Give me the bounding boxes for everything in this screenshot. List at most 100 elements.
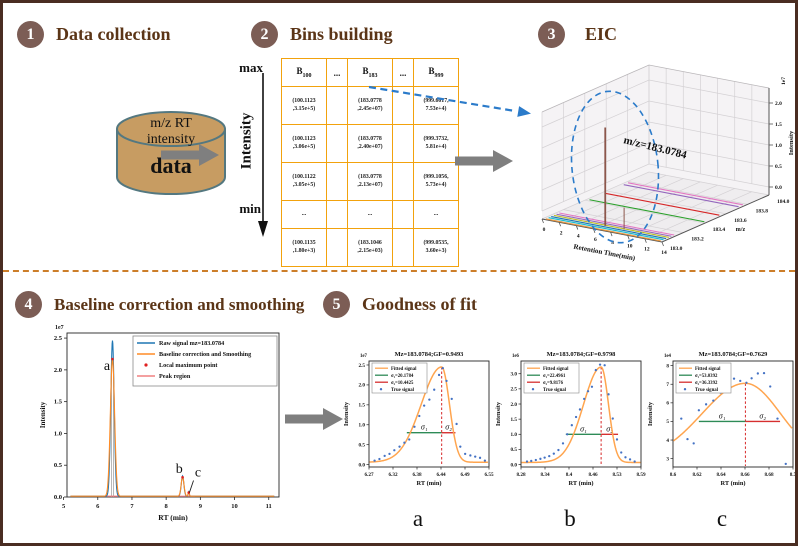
fit-plot-c: Mz=183.0784;GF=0.7629 1e4 8.6 8.62 8.64 8.66 8… <box>647 351 797 487</box>
svg-text:True signal: True signal <box>391 388 415 393</box>
flow-arrow-1 <box>161 144 219 166</box>
svg-text:184.0: 184.0 <box>777 199 790 205</box>
svg-text:183.0: 183.0 <box>670 246 683 252</box>
svg-text:σ₁=53.0392: σ₁=53.0392 <box>695 374 718 379</box>
svg-text:1e7: 1e7 <box>781 77 787 85</box>
cylinder-line2: intensity <box>147 132 195 147</box>
svg-text:c: c <box>195 466 201 481</box>
svg-text:6.32: 6.32 <box>388 472 397 478</box>
svg-text:1.5: 1.5 <box>54 399 63 406</box>
svg-text:True signal: True signal <box>543 388 567 393</box>
svg-text:1.5: 1.5 <box>511 417 518 423</box>
svg-text:1e7: 1e7 <box>55 325 64 331</box>
svg-text:5: 5 <box>666 419 669 425</box>
svg-text:6.49: 6.49 <box>460 472 469 478</box>
svg-text:8.66: 8.66 <box>740 472 749 478</box>
svg-text:2.5: 2.5 <box>511 387 518 393</box>
svg-text:8.4: 8.4 <box>566 472 573 478</box>
svg-text:9: 9 <box>199 503 203 510</box>
fit-b-letter: b <box>564 506 576 531</box>
bin-to-eic-dashed-arrow <box>368 85 531 117</box>
svg-text:8.68: 8.68 <box>764 472 773 478</box>
step-5-number-badge: 5 <box>323 291 350 318</box>
svg-text:1.0: 1.0 <box>54 430 62 437</box>
step-2-title: Bins building <box>290 24 393 44</box>
svg-text:3.0: 3.0 <box>511 372 518 378</box>
fit-subplot-c: Mz=183.0784;GF=0.7629 1e4 8.6 8.62 8.64 8.66 8… <box>645 347 797 532</box>
step-4-title: Baseline correction and smoothing <box>54 294 305 314</box>
step-2-number-badge: 2 <box>251 21 278 48</box>
fit-subplot-b: Mz=183.0784;GF=0.9798 1e6 8.28 8.34 8.4 8.46 8… <box>493 347 647 532</box>
svg-text:Mz=183.0784;GF=0.7629: Mz=183.0784;GF=0.7629 <box>699 351 768 358</box>
svg-text:3: 3 <box>666 456 669 462</box>
svg-text:8.6: 8.6 <box>670 472 677 478</box>
svg-text:True signal: True signal <box>695 388 719 393</box>
step-5-title: Goodness of fit <box>362 294 478 314</box>
svg-text:σ₁=20.1784: σ₁=20.1784 <box>391 374 414 379</box>
svg-text:5: 5 <box>62 503 66 510</box>
flow-arrow-3 <box>285 408 343 430</box>
svg-text:0.5: 0.5 <box>511 447 518 453</box>
svg-text:8.59: 8.59 <box>636 472 645 478</box>
svg-text:8.53: 8.53 <box>612 472 621 478</box>
svg-text:183.8: 183.8 <box>756 208 769 214</box>
fit-a-letter: a <box>412 506 424 531</box>
svg-text:8.34: 8.34 <box>540 472 549 478</box>
svg-text:8: 8 <box>666 363 669 369</box>
svg-text:2: 2 <box>560 230 563 236</box>
bins-max-label: max <box>239 60 263 75</box>
svg-text:Fitted signal: Fitted signal <box>391 367 417 372</box>
cylinder-line1: m/z RT <box>150 116 192 131</box>
svg-text:σ₁: σ₁ <box>580 424 587 433</box>
svg-text:0.0: 0.0 <box>511 462 518 468</box>
svg-text:1.5: 1.5 <box>359 403 366 409</box>
svg-text:12: 12 <box>644 247 650 253</box>
svg-text:Fitted signal: Fitted signal <box>695 367 721 372</box>
step-1-title: Data collection <box>56 24 171 44</box>
svg-text:0: 0 <box>543 227 546 233</box>
svg-text:0.5: 0.5 <box>359 442 366 448</box>
svg-text:8: 8 <box>611 240 614 246</box>
svg-text:Baseline correction and Smooth: Baseline correction and Smoothing <box>159 351 252 358</box>
svg-text:Fitted signal: Fitted signal <box>543 367 569 372</box>
svg-text:m/z: m/z <box>736 227 746 233</box>
svg-text:Raw signal mz=183.0784: Raw signal mz=183.0784 <box>159 340 224 347</box>
step-5-header: 5 Goodness of fit <box>323 291 477 318</box>
svg-text:0.0: 0.0 <box>359 462 366 468</box>
svg-text:8: 8 <box>165 503 169 510</box>
step-4-header: 4 Baseline correction and smoothing <box>15 291 304 318</box>
svg-text:6.27: 6.27 <box>364 472 373 478</box>
svg-text:Intensity: Intensity <box>39 401 47 428</box>
bins-table: B100... B183... B999 (100.1123 ,3.15e+5) (18… <box>281 58 459 267</box>
flow-arrow-2 <box>455 150 513 172</box>
svg-text:6: 6 <box>96 503 100 510</box>
svg-text:10: 10 <box>627 243 633 249</box>
svg-text:8.7: 8.7 <box>790 472 797 478</box>
svg-text:Mz=183.0784;GF=0.9493: Mz=183.0784;GF=0.9493 <box>395 351 464 358</box>
svg-text:2.5: 2.5 <box>54 335 63 342</box>
svg-text:2.5: 2.5 <box>359 363 366 369</box>
svg-text:7: 7 <box>666 382 669 388</box>
svg-text:Intensity: Intensity <box>788 130 795 155</box>
step-3-header: 3 EIC <box>538 21 617 48</box>
baseline-correction-plot: 5 6 7 8 9 10 11 0.0 0.5 1.0 1.5 2.0 2.5 1e7 RT (min) In… <box>39 325 280 522</box>
svg-text:σ₁=22.4961: σ₁=22.4961 <box>543 374 566 379</box>
svg-text:1.5: 1.5 <box>775 122 782 128</box>
svg-text:b: b <box>176 462 183 477</box>
fit-c-letter: c <box>716 506 728 531</box>
svg-text:11: 11 <box>266 503 272 510</box>
step-2-header: 2 Bins building <box>251 21 393 48</box>
svg-text:183.4: 183.4 <box>713 227 726 233</box>
svg-text:6: 6 <box>594 237 597 243</box>
svg-text:σ₂=10.4425: σ₂=10.4425 <box>391 381 414 386</box>
svg-text:2.0: 2.0 <box>54 367 62 374</box>
svg-text:σ₂=36.3392: σ₂=36.3392 <box>695 381 718 386</box>
svg-text:0.5: 0.5 <box>775 164 782 170</box>
svg-text:6: 6 <box>666 401 669 407</box>
svg-text:183.6: 183.6 <box>734 218 747 224</box>
svg-text:RT (min): RT (min) <box>416 480 441 487</box>
svg-text:4: 4 <box>666 438 669 444</box>
step-3-number-badge: 3 <box>538 21 565 48</box>
svg-text:10: 10 <box>231 503 238 510</box>
svg-text:8.46: 8.46 <box>588 472 597 478</box>
